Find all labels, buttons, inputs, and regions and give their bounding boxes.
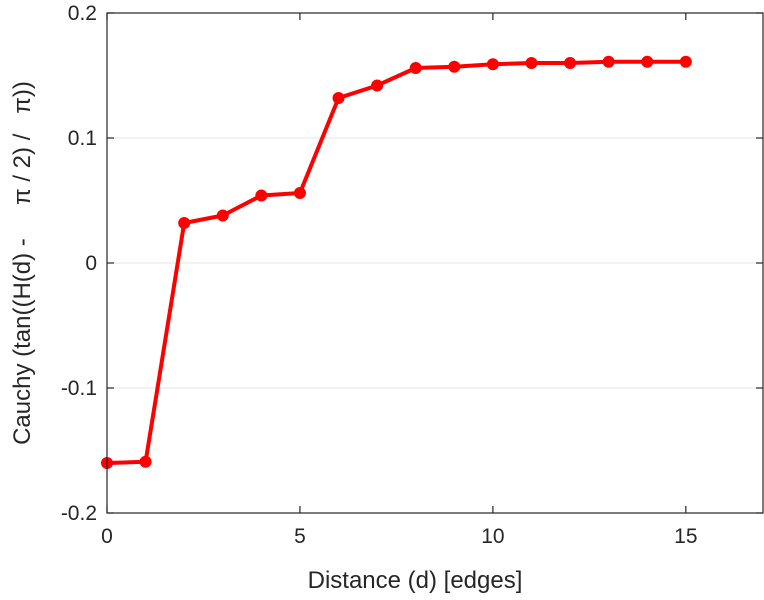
data-point (486, 58, 499, 71)
data-point (332, 92, 345, 104)
y-axis-title: Cauchy (tan((H(d) - π / 2) / π)) (9, 81, 36, 445)
data-point (448, 60, 461, 73)
y-tick-label: 0.2 (68, 2, 97, 25)
y-tick-label: 0 (85, 252, 97, 275)
data-point (178, 217, 191, 229)
data-point (409, 62, 422, 74)
series-line (105, 59, 688, 465)
data-point (525, 57, 538, 69)
x-tick-label: 5 (294, 525, 306, 548)
data-point (139, 455, 152, 468)
y-tick-label: -0.1 (61, 377, 97, 400)
x-tick-label: 10 (481, 525, 504, 548)
data-point (602, 55, 615, 68)
x-tick-label: 0 (101, 525, 113, 548)
data-point (255, 189, 268, 202)
grid-lines (107, 137, 763, 389)
data-point (679, 55, 692, 68)
data-point (293, 187, 306, 199)
y-tick-label: 0.1 (68, 127, 97, 150)
data-point (564, 57, 577, 69)
y-axis: -0.2 -0.1 0 0.1 0.2 (61, 2, 763, 525)
series-layer (101, 55, 692, 469)
y-tick-label: -0.2 (61, 502, 97, 525)
x-axis: 0 5 10 15 (101, 13, 698, 548)
data-point (641, 55, 654, 68)
x-axis-title: Distance (d) [edges] (308, 567, 523, 594)
x-tick-label: 15 (674, 525, 697, 548)
data-point (216, 209, 229, 222)
data-point (371, 79, 384, 92)
